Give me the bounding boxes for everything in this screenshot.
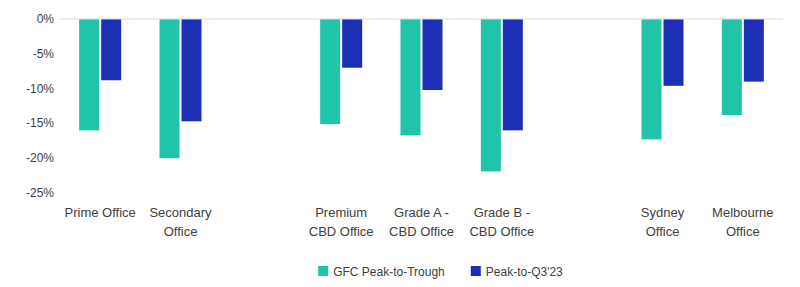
label-line: CBD Office xyxy=(469,224,534,239)
label-line: Office xyxy=(164,224,198,239)
bar xyxy=(160,19,180,158)
legend-label: GFC Peak-to-Trough xyxy=(333,265,445,279)
bar xyxy=(481,19,501,171)
x-tick-label: Melbourne Office xyxy=(712,205,773,239)
label-line: Premium xyxy=(315,205,367,220)
bar xyxy=(79,19,99,130)
x-tick-label: Premium CBD Office xyxy=(309,205,374,239)
bar xyxy=(744,19,764,82)
label-line: CBD Office xyxy=(309,224,374,239)
label-line: Melbourne xyxy=(712,205,773,220)
chart: 0% -5% -10% -15% -20% -25% Prime Office Seconda… xyxy=(0,0,800,287)
x-tick-label: Grade B - CBD Office xyxy=(469,205,534,239)
bar xyxy=(503,19,523,130)
x-tick-label: Secondary Office xyxy=(149,205,212,239)
bar xyxy=(320,19,340,124)
bar xyxy=(101,19,121,80)
y-tick-label: -25% xyxy=(26,186,54,200)
x-tick-label: Prime Office xyxy=(65,205,136,220)
bar xyxy=(722,19,742,115)
label-line: Prime Office xyxy=(65,205,136,220)
bar xyxy=(342,19,362,68)
y-tick-label: -5% xyxy=(33,47,55,61)
label-line: Office xyxy=(726,224,760,239)
label-line: Grade B - xyxy=(474,205,530,220)
label-line: Grade A - xyxy=(394,205,449,220)
legend: GFC Peak-to-Trough Peak-to-Q3'23 xyxy=(318,265,563,279)
x-tick-label: Grade A - CBD Office xyxy=(389,205,454,239)
legend-label: Peak-to-Q3'23 xyxy=(486,265,563,279)
bar xyxy=(664,19,684,86)
label-line: Office xyxy=(646,224,680,239)
label-line: CBD Office xyxy=(389,224,454,239)
label-line: Sydney xyxy=(641,205,685,220)
axis-line xyxy=(60,19,783,20)
bar xyxy=(423,19,443,90)
bars xyxy=(79,19,764,171)
x-tick-label: Sydney Office xyxy=(641,205,685,239)
label-line: Secondary xyxy=(149,205,212,220)
legend-swatch xyxy=(471,266,481,276)
y-tick-label: -10% xyxy=(26,82,54,96)
bar xyxy=(642,19,662,139)
y-tick-label: -20% xyxy=(26,151,54,165)
y-tick-label: 0% xyxy=(37,12,55,26)
legend-swatch xyxy=(318,266,328,276)
bar xyxy=(401,19,421,135)
bar xyxy=(182,19,202,121)
y-tick-label: -15% xyxy=(26,116,54,130)
